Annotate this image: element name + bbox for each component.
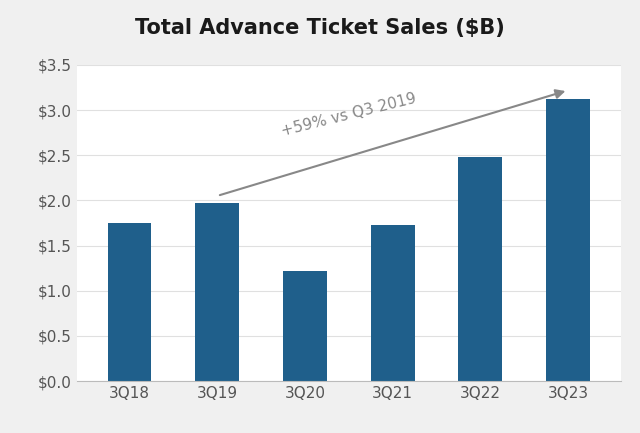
Bar [283, 271, 327, 381]
Text: +59% vs Q3 2019: +59% vs Q3 2019 [280, 90, 418, 139]
Bar [458, 157, 502, 381]
Bar [371, 225, 415, 381]
Bar [108, 223, 152, 381]
Bar [195, 203, 239, 381]
Bar [546, 99, 590, 381]
Text: Total Advance Ticket Sales ($B): Total Advance Ticket Sales ($B) [135, 18, 505, 38]
